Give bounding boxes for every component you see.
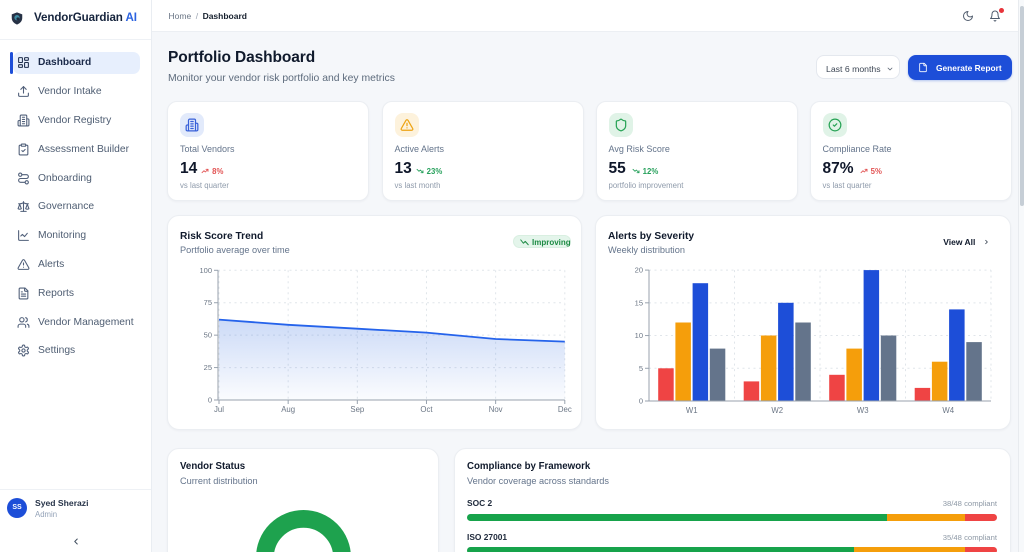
svg-text:0: 0 [208, 396, 212, 405]
svg-text:20: 20 [635, 266, 643, 275]
svg-text:10: 10 [635, 331, 643, 340]
svg-text:W2: W2 [771, 406, 783, 415]
svg-text:25: 25 [204, 363, 212, 372]
svg-text:0: 0 [639, 397, 643, 406]
svg-text:W3: W3 [857, 406, 869, 415]
svg-text:Jul: Jul [214, 405, 224, 414]
svg-text:5: 5 [639, 364, 643, 373]
svg-text:50: 50 [204, 331, 212, 340]
svg-text:Oct: Oct [420, 405, 433, 414]
svg-text:Dec: Dec [558, 405, 572, 414]
svg-text:Aug: Aug [281, 405, 295, 414]
svg-text:100: 100 [199, 266, 212, 275]
svg-text:Nov: Nov [489, 405, 503, 414]
svg-text:Sep: Sep [350, 405, 365, 414]
svg-text:75: 75 [204, 298, 212, 307]
svg-text:15: 15 [635, 298, 643, 307]
svg-text:W4: W4 [942, 406, 954, 415]
svg-text:W1: W1 [686, 406, 698, 415]
